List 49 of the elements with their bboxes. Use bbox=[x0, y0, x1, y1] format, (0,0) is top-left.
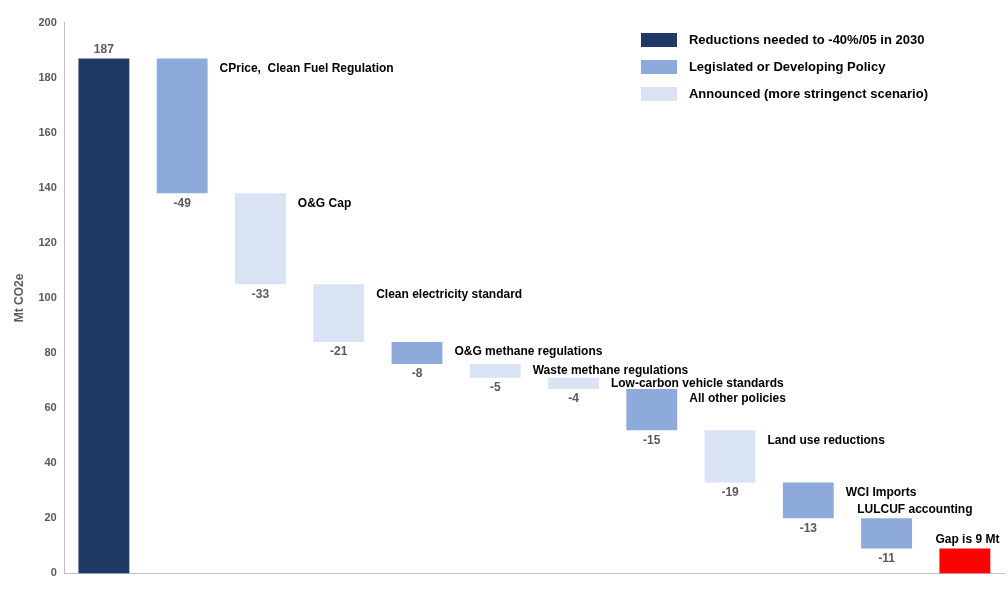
data-label: -49 bbox=[173, 195, 192, 210]
legend-label: Legislated or Developing Policy bbox=[688, 59, 886, 74]
bar bbox=[704, 430, 756, 483]
data-label: -19 bbox=[721, 484, 740, 499]
bar bbox=[469, 364, 521, 378]
annotation: Clean electricity standard bbox=[376, 286, 523, 301]
annotation: WCI Imports bbox=[845, 484, 917, 499]
data-label: -5 bbox=[489, 380, 501, 395]
annotation: All other policies bbox=[689, 391, 787, 406]
annotation: CPrice, Clean Fuel Regulation bbox=[219, 60, 394, 75]
bar bbox=[391, 342, 443, 365]
bar bbox=[234, 193, 286, 285]
annotation: Waste methane regulations bbox=[532, 363, 689, 378]
y-tick-label: 120 bbox=[38, 235, 57, 248]
bar bbox=[548, 377, 599, 389]
data-label: -13 bbox=[799, 520, 818, 535]
y-tick-label: 160 bbox=[38, 125, 57, 138]
y-tick-label: 100 bbox=[38, 291, 57, 304]
y-tick-label: 140 bbox=[38, 180, 57, 193]
bar bbox=[782, 482, 834, 519]
data-label: -4 bbox=[568, 391, 580, 406]
bar bbox=[861, 518, 913, 549]
y-tick-label: 40 bbox=[44, 456, 57, 469]
data-label: -21 bbox=[330, 344, 348, 359]
data-label: -8 bbox=[411, 366, 423, 381]
legend-label: Reductions needed to -40%/05 in 2030 bbox=[688, 32, 925, 47]
bar bbox=[156, 58, 208, 194]
y-tick-label: 200 bbox=[38, 15, 57, 28]
y-tick-label: 20 bbox=[44, 511, 57, 524]
annotation: LULCUF accounting bbox=[857, 501, 973, 516]
y-tick-label: 180 bbox=[38, 70, 57, 83]
data-label: -15 bbox=[643, 432, 661, 447]
bar bbox=[78, 58, 130, 574]
data-label: 187 bbox=[93, 41, 115, 56]
annotation: Gap is 9 Mt bbox=[935, 531, 1000, 546]
annotation: Land use reductions bbox=[767, 432, 886, 447]
y-tick-label: 60 bbox=[44, 401, 57, 414]
bar bbox=[626, 388, 678, 431]
y-tick-label: 80 bbox=[44, 346, 57, 359]
annotation: O&G methane regulations bbox=[454, 344, 603, 359]
annotation: O&G Cap bbox=[297, 195, 352, 210]
y-axis-title: Mt CO2e bbox=[11, 273, 26, 323]
data-label: -11 bbox=[878, 550, 896, 565]
legend-label: Announced (more stringenct scenario) bbox=[688, 86, 928, 101]
bar bbox=[939, 548, 991, 574]
bar bbox=[313, 284, 365, 343]
annotation: Low-carbon vehicle standards bbox=[610, 375, 784, 390]
y-tick-label: 0 bbox=[50, 566, 57, 579]
data-label: -33 bbox=[251, 286, 270, 301]
